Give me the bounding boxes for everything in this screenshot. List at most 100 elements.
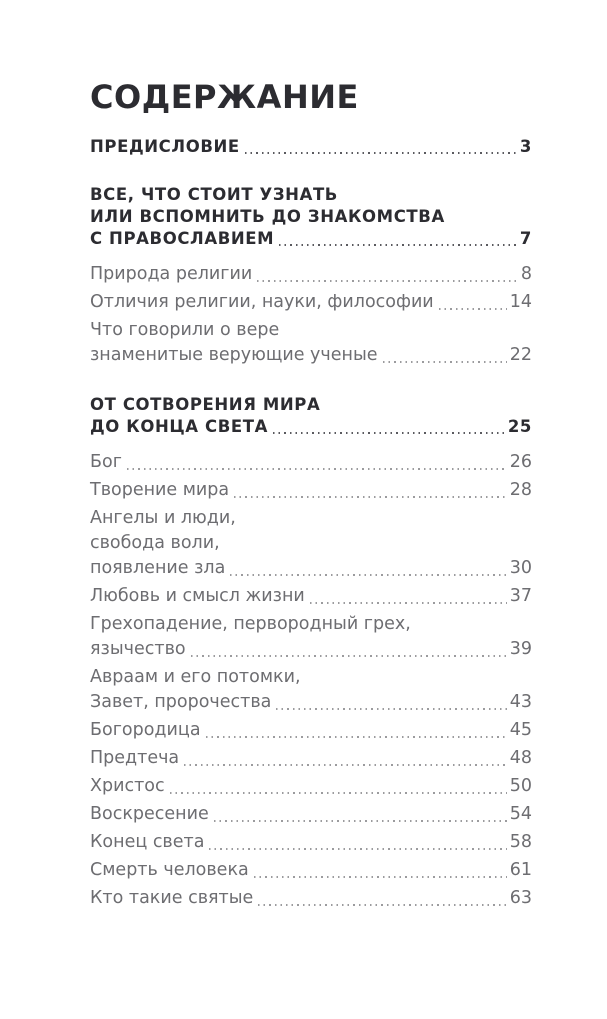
page-number: 43 (509, 692, 532, 712)
dot-leader (253, 876, 507, 878)
toc-line: появление зла 30 (90, 556, 532, 581)
entry-title-text: Конец света (90, 832, 205, 852)
chapter-title-text: ПРЕДИСЛОВИЕ (90, 137, 240, 156)
page-number: 25 (507, 417, 532, 436)
toc-entry-item: Кто такие святые 63 (90, 886, 532, 911)
toc-chapter-item: ВСЕ, ЧТО СТОИТ УЗНАТЬ ИЛИ ВСПОМНИТЬ ДО ЗН… (90, 184, 532, 250)
entry-title-text: Завет, пророчества (90, 692, 272, 712)
toc-line: язычество 39 (90, 637, 532, 662)
page-number: 26 (509, 452, 532, 472)
chapter-title-text: ВСЕ, ЧТО СТОИТ УЗНАТЬ (90, 185, 338, 204)
toc-line: ДО КОНЦА СВЕТА 25 (90, 416, 532, 438)
dot-leader (205, 736, 507, 738)
page-number: 8 (520, 264, 532, 284)
entry-title-text: Кто такие святые (90, 888, 254, 908)
dot-leader (273, 432, 505, 434)
entry-title-text: знаменитые верующие ученые (90, 345, 378, 365)
entry-title-text: появление зла (90, 558, 226, 578)
toc-line: Конец света 58 (90, 830, 532, 855)
toc-line: Природа религии 8 (90, 262, 532, 287)
page-number: 48 (509, 748, 532, 768)
toc-entry-item: Воскресение 54 (90, 802, 532, 827)
dot-leader (190, 655, 507, 657)
toc-line: Воскресение 54 (90, 802, 532, 827)
dot-leader (276, 708, 507, 710)
toc-entry-item: Отличия религии, науки, философии 14 (90, 290, 532, 315)
toc-entry-item: Что говорили о вере знаменитые верующие у… (90, 318, 532, 368)
page-number: 39 (509, 639, 532, 659)
toc-line: ПРЕДИСЛОВИЕ 3 (90, 136, 532, 158)
dot-leader (209, 848, 507, 850)
page-number: 14 (509, 292, 532, 312)
page-number: 63 (509, 888, 532, 908)
entry-title-text: Грехопадение, первородный грех, (90, 614, 411, 634)
toc-line: ИЛИ ВСПОМНИТЬ ДО ЗНАКОМСТВА (90, 206, 532, 228)
entry-title-text: Любовь и смысл жизни (90, 586, 305, 606)
toc-list: ПРЕДИСЛОВИЕ 3 ВСЕ, ЧТО СТОИТ УЗНАТЬ ИЛИ ВСП… (90, 136, 532, 911)
page-number: 7 (519, 229, 532, 248)
toc-line: Богородица 45 (90, 718, 532, 743)
toc-line: ВСЕ, ЧТО СТОИТ УЗНАТЬ (90, 184, 532, 206)
page-number: 22 (509, 345, 532, 365)
dot-leader (230, 574, 507, 576)
toc-line: С ПРАВОСЛАВИЕМ 7 (90, 228, 532, 250)
toc-entry-item: Христос 50 (90, 774, 532, 799)
toc-entry-item: Авраам и его потомки, Завет, пророчества 4… (90, 665, 532, 715)
page-number: 28 (509, 480, 532, 500)
entry-title-text: Ангелы и люди, (90, 508, 236, 528)
page-number: 37 (509, 586, 532, 606)
toc-entry-item: Ангелы и люди, свобода воли, появление зла… (90, 506, 532, 581)
entry-title-text: Воскресение (90, 804, 209, 824)
entry-title-text: Что говорили о вере (90, 320, 280, 340)
toc-line: свобода воли, (90, 531, 532, 556)
dot-leader (184, 764, 507, 766)
toc-line: Завет, пророчества 43 (90, 690, 532, 715)
toc-line: Авраам и его потомки, (90, 665, 532, 690)
entry-title-text: Природа религии (90, 264, 253, 284)
page-number: 61 (509, 860, 532, 880)
toc-line: Творение мира 28 (90, 478, 532, 503)
toc-line: Грехопадение, первородный грех, (90, 612, 532, 637)
dot-leader (438, 308, 507, 310)
toc-entry-item: Грехопадение, первородный грех, язычество… (90, 612, 532, 662)
toc-line: Христос 50 (90, 774, 532, 799)
entry-title-text: Творение мира (90, 480, 230, 500)
dot-leader (382, 361, 507, 363)
entry-title-text: Смерть человека (90, 860, 249, 880)
chapter-title-text: ОТ СОТВОРЕНИЯ МИРА (90, 395, 321, 414)
toc-line: Любовь и смысл жизни 37 (90, 584, 532, 609)
dot-leader (279, 244, 517, 246)
chapter-title-text: ИЛИ ВСПОМНИТЬ ДО ЗНАКОМСТВА (90, 207, 445, 226)
entry-title-text: свобода воли, (90, 533, 220, 553)
toc-line: Что говорили о вере (90, 318, 532, 343)
entry-title-text: язычество (90, 639, 186, 659)
toc-entry-item: Конец света 58 (90, 830, 532, 855)
dot-leader (257, 280, 518, 282)
page-number: 50 (509, 776, 532, 796)
toc-line: знаменитые верующие ученые 22 (90, 343, 532, 368)
toc-line: Смерть человека 61 (90, 858, 532, 883)
dot-leader (126, 468, 507, 470)
entry-title-text: Авраам и его потомки, (90, 667, 301, 687)
toc-line: Ангелы и люди, (90, 506, 532, 531)
page-number: 45 (509, 720, 532, 740)
entry-title-text: Предтеча (90, 748, 180, 768)
toc-line: Предтеча 48 (90, 746, 532, 771)
entry-title-text: Христос (90, 776, 165, 796)
page-number: 30 (509, 558, 532, 578)
chapter-title-text: ДО КОНЦА СВЕТА (90, 417, 268, 436)
chapter-title-text: С ПРАВОСЛАВИЕМ (90, 229, 275, 248)
toc-line: Кто такие святые 63 (90, 886, 532, 911)
toc-entry-item: Предтеча 48 (90, 746, 532, 771)
entry-title-text: Отличия религии, науки, философии (90, 292, 434, 312)
dot-leader (244, 152, 517, 154)
page-number: 54 (509, 804, 532, 824)
toc-entry-item: Природа религии 8 (90, 262, 532, 287)
entry-title-text: Богородица (90, 720, 201, 740)
toc-line: Отличия религии, науки, философии 14 (90, 290, 532, 315)
toc-entry-item: Богородица 45 (90, 718, 532, 743)
dot-leader (213, 820, 507, 822)
toc-entry-item: Смерть человека 61 (90, 858, 532, 883)
dot-leader (258, 904, 507, 906)
